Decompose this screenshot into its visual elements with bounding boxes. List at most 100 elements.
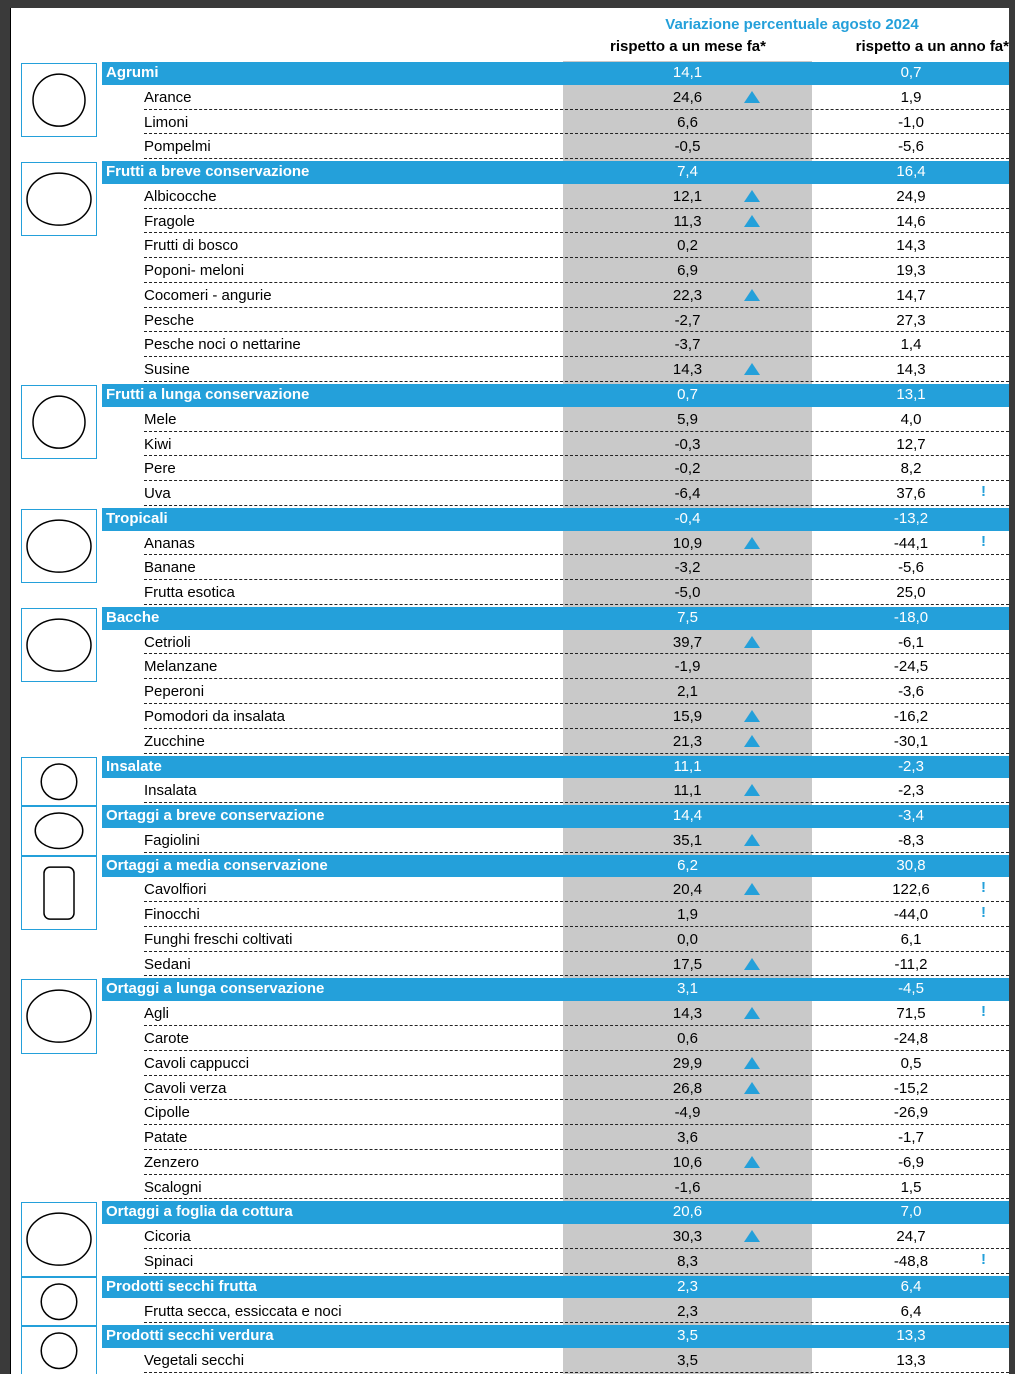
item-name: Cipolle bbox=[144, 1100, 190, 1125]
item-year: 71,5 bbox=[813, 1001, 1009, 1026]
item-month: 0,2 bbox=[563, 233, 812, 258]
item-year: 6,4 bbox=[813, 1299, 1009, 1324]
item-year: 14,6 bbox=[813, 209, 1009, 234]
icon-drawing bbox=[22, 163, 96, 235]
item-year: -6,1 bbox=[813, 630, 1009, 655]
category-year: 16,4 bbox=[813, 159, 1009, 184]
up-arrow bbox=[744, 784, 760, 796]
item-name: Patate bbox=[144, 1125, 187, 1150]
category-icon bbox=[21, 979, 97, 1053]
item-month: 24,6 bbox=[563, 85, 812, 110]
item-year: 37,6 bbox=[813, 481, 1009, 506]
up-arrow bbox=[744, 1057, 760, 1069]
item-year: -15,2 bbox=[813, 1076, 1009, 1101]
item-month: 26,8 bbox=[563, 1076, 812, 1101]
item-year: -6,9 bbox=[813, 1150, 1009, 1175]
alert-mark: ! bbox=[981, 900, 986, 925]
item-month: 17,5 bbox=[563, 952, 812, 977]
alert-mark: ! bbox=[981, 999, 986, 1024]
category-icon bbox=[21, 806, 97, 856]
item-name: Ananas bbox=[144, 531, 195, 556]
category-month: 7,5 bbox=[563, 605, 812, 630]
item-month: 6,9 bbox=[563, 258, 812, 283]
icon-drawing bbox=[22, 1327, 96, 1374]
up-arrow bbox=[744, 289, 760, 301]
up-arrow bbox=[744, 1230, 760, 1242]
icon-drawing bbox=[22, 1203, 96, 1275]
category-year: -4,5 bbox=[813, 976, 1009, 1001]
category-month: 0,7 bbox=[563, 382, 812, 407]
category-icon bbox=[21, 385, 97, 459]
item-month: -2,7 bbox=[563, 308, 812, 333]
item-month: 39,7 bbox=[563, 630, 812, 655]
item-name: Peperoni bbox=[144, 679, 204, 704]
item-year: -5,6 bbox=[813, 134, 1009, 159]
item-year: 24,7 bbox=[813, 1224, 1009, 1249]
item-month: 10,9 bbox=[563, 531, 812, 556]
item-year: -44,0 bbox=[813, 902, 1009, 927]
item-month: -6,4 bbox=[563, 481, 812, 506]
item-month: -0,3 bbox=[563, 432, 812, 457]
item-month: 2,1 bbox=[563, 679, 812, 704]
category-name: Bacche bbox=[106, 605, 159, 630]
icon-drawing bbox=[22, 807, 96, 855]
item-year: 27,3 bbox=[813, 308, 1009, 333]
category-name: Ortaggi a breve conservazione bbox=[106, 803, 324, 828]
item-name: Zenzero bbox=[144, 1150, 199, 1175]
item-name: Kiwi bbox=[144, 432, 172, 457]
category-name: Frutti a breve conservazione bbox=[106, 159, 309, 184]
item-name: Susine bbox=[144, 357, 190, 382]
icon-drawing bbox=[22, 980, 96, 1052]
category-icon bbox=[21, 856, 97, 930]
category-name: Tropicali bbox=[106, 506, 168, 531]
item-name: Frutti di bosco bbox=[144, 233, 238, 258]
item-month: 6,6 bbox=[563, 110, 812, 135]
item-year: 1,5 bbox=[813, 1175, 1009, 1200]
item-year: 13,3 bbox=[813, 1348, 1009, 1373]
item-year: 1,4 bbox=[813, 332, 1009, 357]
category-month: 6,2 bbox=[563, 853, 812, 878]
item-name: Carote bbox=[144, 1026, 189, 1051]
item-month: 11,3 bbox=[563, 209, 812, 234]
up-arrow bbox=[744, 834, 760, 846]
alert-mark: ! bbox=[981, 529, 986, 554]
item-name: Cetrioli bbox=[144, 630, 191, 655]
item-year: -8,3 bbox=[813, 828, 1009, 853]
category-year: 0,7 bbox=[813, 60, 1009, 85]
item-month: 12,1 bbox=[563, 184, 812, 209]
item-name: Limoni bbox=[144, 110, 188, 135]
alert-mark: ! bbox=[981, 1247, 986, 1272]
category-month: 20,6 bbox=[563, 1199, 812, 1224]
category-month: 14,1 bbox=[563, 60, 812, 85]
icon-drawing bbox=[22, 609, 96, 681]
icon-drawing bbox=[22, 857, 96, 929]
category-month: 7,4 bbox=[563, 159, 812, 184]
item-name: Pompelmi bbox=[144, 134, 211, 159]
table-page: Variazione percentuale agosto 2024 rispe… bbox=[10, 8, 1009, 1374]
item-year: -1,7 bbox=[813, 1125, 1009, 1150]
item-month: 8,3 bbox=[563, 1249, 812, 1274]
item-month: -3,2 bbox=[563, 555, 812, 580]
column-header: rispetto a un mese fa* bbox=[563, 34, 813, 59]
item-name: Pere bbox=[144, 456, 176, 481]
column-header: rispetto a un anno fa* bbox=[813, 34, 1009, 59]
item-name: Fagiolini bbox=[144, 828, 200, 853]
item-month: 10,6 bbox=[563, 1150, 812, 1175]
item-month: 22,3 bbox=[563, 283, 812, 308]
up-arrow bbox=[744, 215, 760, 227]
up-arrow bbox=[744, 363, 760, 375]
category-year: -13,2 bbox=[813, 506, 1009, 531]
category-year: -3,4 bbox=[813, 803, 1009, 828]
item-year: 24,9 bbox=[813, 184, 1009, 209]
up-arrow bbox=[744, 735, 760, 747]
item-name: Frutta secca, essiccata e noci bbox=[144, 1299, 342, 1324]
item-month: 14,3 bbox=[563, 1001, 812, 1026]
item-name: Scalogni bbox=[144, 1175, 202, 1200]
category-month: 11,1 bbox=[563, 754, 812, 779]
item-month: -4,9 bbox=[563, 1100, 812, 1125]
category-name: Prodotti secchi frutta bbox=[106, 1274, 257, 1299]
item-name: Cavoli cappucci bbox=[144, 1051, 249, 1076]
category-icon bbox=[21, 63, 97, 137]
up-arrow bbox=[744, 636, 760, 648]
item-name: Fragole bbox=[144, 209, 195, 234]
